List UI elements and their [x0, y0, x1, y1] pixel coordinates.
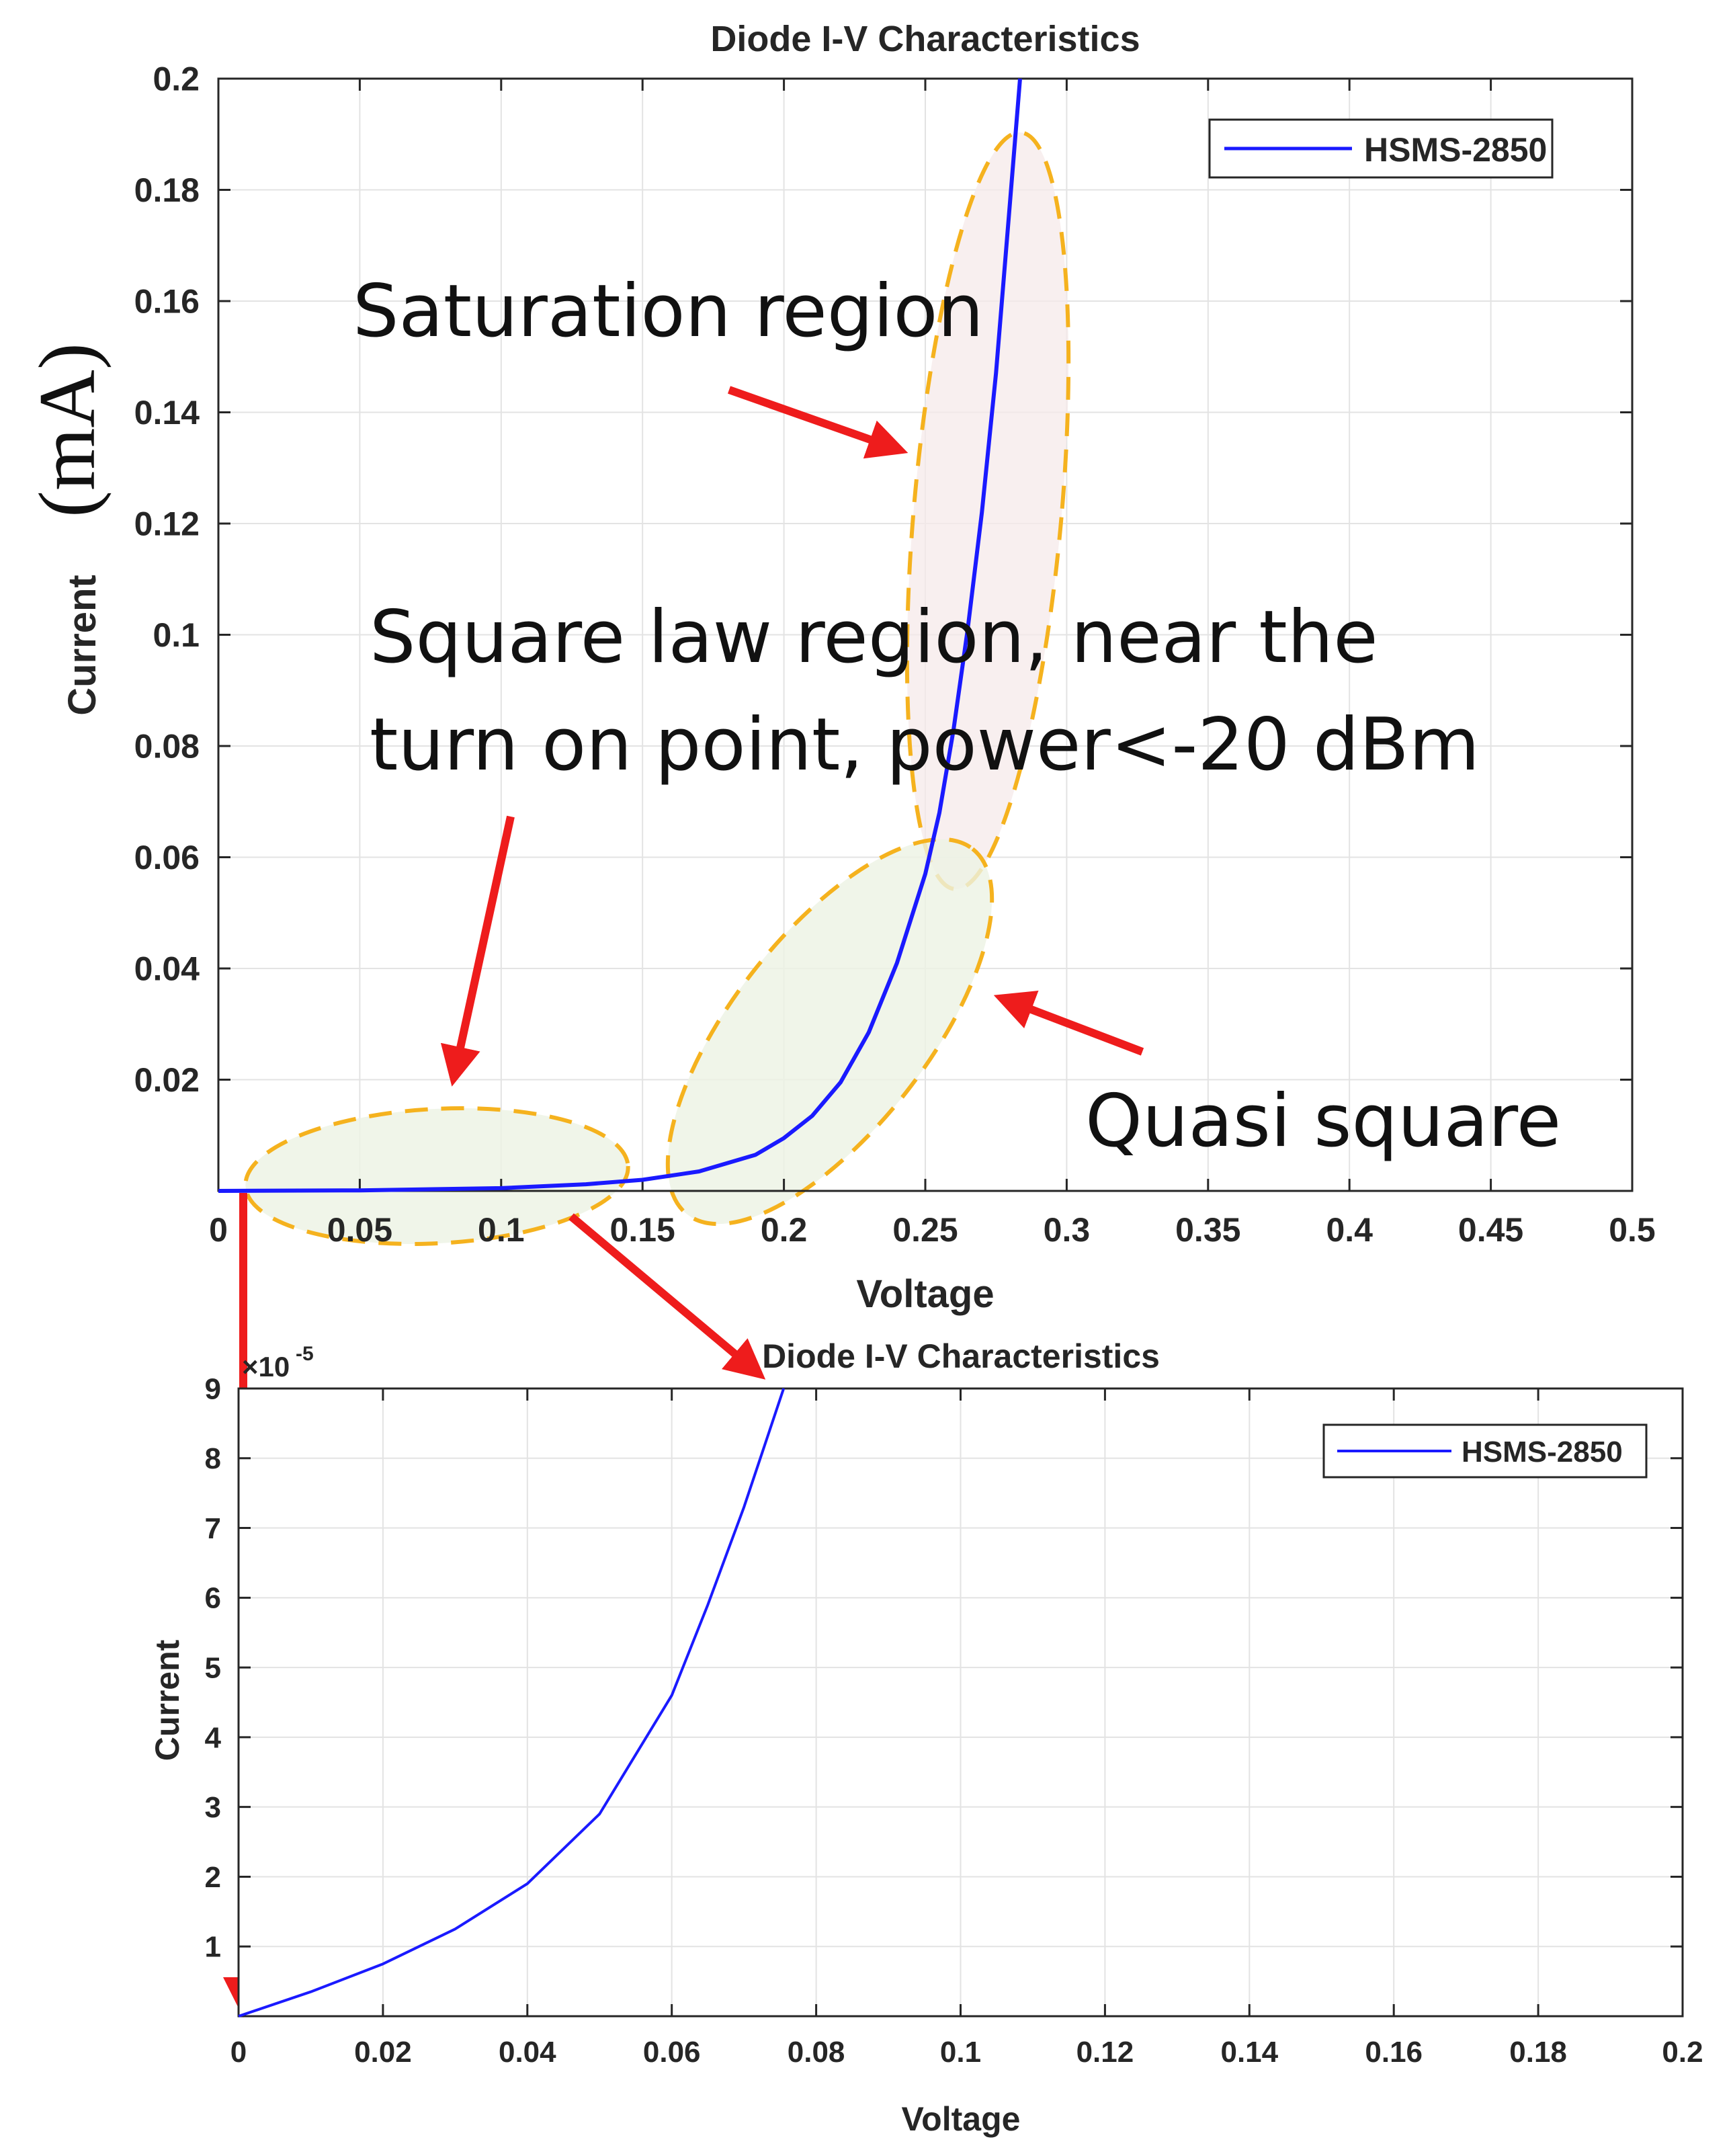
- y-tick-label: 0.16: [134, 283, 200, 321]
- x-tick-label: 0.4: [1326, 1211, 1373, 1249]
- x-tick-label: 0.08: [788, 2036, 845, 2069]
- bottom-legend: HSMS-2850: [1322, 1423, 1648, 1479]
- x-tick-label: 0.45: [1458, 1211, 1523, 1249]
- y-tick-label: 0.06: [134, 839, 200, 876]
- top-chart-title: Diode I-V Characteristics: [710, 19, 1140, 59]
- bottom-y-axis-label: Current: [149, 1639, 186, 1761]
- x-tick-label: 0.16: [1365, 2036, 1423, 2069]
- y-tick-label: 0.08: [134, 728, 200, 765]
- x-tick-label: 0.04: [499, 2036, 556, 2069]
- y-tick-label: 6: [205, 1582, 221, 1615]
- x-tick-label: 0.25: [892, 1211, 958, 1249]
- x-tick-label: 0.12: [1076, 2036, 1134, 2069]
- bottom-chart-title: Diode I-V Characteristics: [762, 1337, 1160, 1375]
- square-law-arrow: [440, 815, 515, 1087]
- x-tick-label: 0.06: [643, 2036, 701, 2069]
- x-tick-label: 0.1: [940, 2036, 981, 2069]
- quasi-square-ellipse: [665, 837, 995, 1227]
- x-tick-label: 0.02: [354, 2036, 412, 2069]
- y-tick-label: 4: [205, 1721, 222, 1754]
- y-tick-label: 8: [205, 1442, 221, 1475]
- y-tick-label: 0.1: [153, 616, 200, 654]
- top-axis-ticks: 0 0.05 0.1 0.15 0.2 0.25 0.3 0.35 0.4 0.45 0.5 0.02…: [134, 60, 1656, 1249]
- x-tick-label: 0.14: [1220, 2036, 1278, 2069]
- y-tick-label: 0.14: [134, 394, 200, 431]
- saturation-region-ellipse: [904, 130, 1071, 891]
- square-law-label-line1: Square law region, near the: [370, 595, 1378, 679]
- annotation-ellipses: [243, 130, 1071, 1246]
- x-tick-label: 0.18: [1509, 2036, 1567, 2069]
- top-legend-label: HSMS-2850: [1364, 131, 1547, 169]
- y-tick-label: 0.04: [134, 950, 200, 988]
- bottom-chart: 0 0.02 0.04 0.06 0.08 0.1 0.12 0.14 0.16 0.18 0.2 1…: [149, 1337, 1703, 2138]
- quasi-square-arrow: [993, 991, 1144, 1056]
- saturation-region-label: Saturation region: [353, 270, 984, 354]
- saturation-arrow: [728, 386, 908, 459]
- bottom-exponent-base: ×10: [242, 1351, 290, 1382]
- square-law-label-line2: turn on point, power<-20 dBm: [370, 703, 1480, 787]
- x-tick-label: 0.35: [1175, 1211, 1240, 1249]
- y-tick-label: 0.02: [134, 1061, 200, 1099]
- bottom-series-line-hsms-2850: [238, 1388, 786, 2018]
- bottom-exponent-power: -5: [296, 1343, 314, 1365]
- top-chart: 0 0.05 0.1 0.15 0.2 0.25 0.3 0.35 0.4 0.45 0.50.02…: [22, 19, 1656, 2018]
- top-series-line-hsms-2850: [218, 78, 1022, 1193]
- bottom-legend-label: HSMS-2850: [1462, 1436, 1623, 1468]
- x-tick-label: 0.05: [327, 1211, 392, 1249]
- top-x-axis-label: Voltage: [856, 1272, 994, 1316]
- y-tick-label: 9: [205, 1372, 221, 1405]
- x-tick-label: 0.5: [1609, 1211, 1656, 1249]
- y-tick-label: 7: [205, 1512, 221, 1545]
- y-tick-label: 0.12: [134, 505, 200, 543]
- y-tick-label: 1: [205, 1931, 221, 1964]
- x-tick-label: 0.2: [761, 1211, 808, 1249]
- top-y-axis-unit: (mA): [22, 343, 112, 517]
- square-law-region-ellipse: [243, 1106, 630, 1246]
- top-y-axis-label: Current: [60, 575, 104, 715]
- y-tick-label: 3: [205, 1791, 221, 1824]
- quasi-square-label: Quasi square: [1085, 1079, 1561, 1163]
- x-tick-label: 0.15: [610, 1211, 675, 1249]
- bottom-x-axis-label: Voltage: [902, 2100, 1021, 2138]
- bottom-gridlines: [239, 1388, 1683, 2016]
- y-tick-label: 0.2: [153, 60, 200, 98]
- y-tick-label: 0.18: [134, 171, 200, 209]
- x-tick-label: 0: [209, 1211, 228, 1249]
- top-legend: HSMS-2850: [1208, 118, 1554, 179]
- bottom-axis-ticks: 0 0.02 0.04 0.06 0.08 0.1 0.12 0.14 0.16 0.18 0.2 1…: [205, 1372, 1703, 2069]
- y-tick-label: 5: [205, 1652, 221, 1685]
- x-tick-label: 0.2: [1662, 2036, 1703, 2069]
- y-tick-label: 2: [205, 1861, 221, 1894]
- zoom-arrow-diagonal: [568, 1213, 766, 1380]
- x-tick-label: 0.3: [1044, 1211, 1091, 1249]
- x-tick-label: 0.1: [478, 1211, 525, 1249]
- x-tick-label: 0: [230, 2036, 247, 2069]
